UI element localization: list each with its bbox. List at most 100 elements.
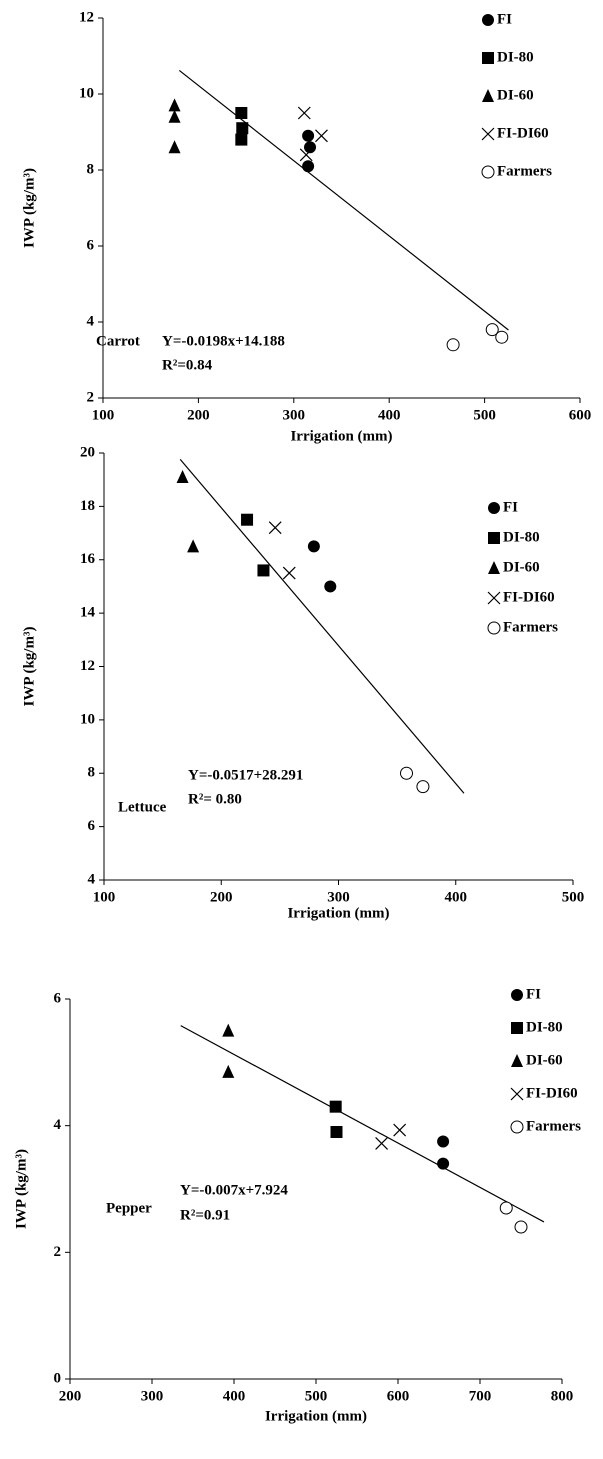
marker-open-circle — [481, 165, 495, 179]
x-tick-label: 400 — [445, 889, 468, 905]
x-tick-label: 100 — [93, 889, 116, 905]
legend-item: FI-DI60 — [481, 125, 549, 141]
marker-circle — [437, 1157, 450, 1170]
marker-square — [488, 532, 500, 544]
y-tick-label: 4 — [87, 313, 95, 329]
marker-circle — [437, 1135, 450, 1148]
legend-item: Farmers — [510, 1118, 581, 1134]
trendline — [180, 1025, 545, 1223]
y-tick-label: 18 — [80, 498, 95, 514]
legend-item: DI-60 — [488, 559, 540, 575]
x-tick-label: 100 — [92, 407, 115, 423]
marker-triangle — [168, 140, 181, 154]
legend-label: FI — [526, 986, 541, 1002]
marker-triangle — [176, 470, 189, 484]
legend-item: DI-80 — [488, 529, 540, 545]
y-tick-label: 10 — [79, 85, 94, 101]
marker-x — [299, 148, 313, 162]
annotation: Y=-0.0198x+14.188 — [162, 333, 285, 349]
x-tick-label: 200 — [210, 889, 233, 905]
x-tick-label: 600 — [387, 1388, 410, 1404]
marker-square — [235, 107, 248, 119]
x-tick-label: 300 — [327, 889, 350, 905]
legend-label: Farmers — [497, 163, 552, 179]
marker-open-circle — [485, 323, 499, 337]
marker-square — [330, 1126, 343, 1138]
legend-label: FI — [503, 499, 518, 515]
y-tick-label: 6 — [54, 990, 62, 1006]
legend-label: FI-DI60 — [526, 1085, 578, 1101]
marker-circle — [488, 502, 500, 514]
annotation: R²= 0.80 — [188, 791, 242, 807]
legend-label: DI-60 — [503, 559, 540, 575]
marker-x — [297, 106, 311, 120]
marker-triangle — [168, 98, 181, 112]
annotation: Lettuce — [118, 799, 167, 815]
y-tick-label: 16 — [80, 551, 96, 567]
y-tick-label: 6 — [87, 237, 95, 253]
y-axis-label: IWP (kg/m³) — [21, 627, 37, 707]
x-tick-label: 600 — [569, 407, 592, 423]
y-tick-label: 10 — [80, 711, 95, 727]
annotation: Y=-0.007x+7.924 — [180, 1182, 288, 1198]
marker-open-circle — [495, 330, 509, 344]
x-tick-label: 500 — [473, 407, 496, 423]
x-tick-label: 800 — [551, 1388, 574, 1404]
legend-item: FI — [511, 986, 541, 1002]
x-axis-label: Irrigation (mm) — [265, 1408, 367, 1424]
marker-triangle — [187, 539, 200, 553]
marker-circle — [482, 14, 494, 26]
annotation: Y=-0.0517+28.291 — [188, 767, 303, 783]
marker-x — [315, 129, 328, 143]
marker-open-circle — [510, 1120, 524, 1134]
marker-circle — [307, 540, 320, 553]
legend-item: DI-60 — [482, 87, 534, 103]
marker-square — [482, 52, 494, 64]
legend-label: Farmers — [503, 619, 558, 635]
marker-square — [257, 564, 270, 577]
legend-item: DI-80 — [511, 1019, 563, 1035]
y-tick-label: 14 — [80, 605, 96, 621]
marker-triangle — [482, 89, 494, 102]
x-tick-label: 400 — [378, 407, 401, 423]
legend-label: Farmers — [526, 1118, 581, 1134]
marker-open-circle — [499, 1201, 513, 1215]
x-tick-label: 700 — [469, 1388, 492, 1404]
marker-circle — [304, 141, 317, 154]
annotation: Carrot — [96, 333, 140, 349]
marker-triangle — [511, 1054, 523, 1067]
trendline — [179, 459, 465, 794]
legend-label: DI-80 — [526, 1019, 563, 1035]
x-tick-label: 200 — [187, 407, 210, 423]
y-tick-label: 4 — [88, 871, 96, 887]
x-axis-label: Irrigation (mm) — [290, 428, 392, 444]
marker-square — [241, 513, 254, 526]
marker-x — [268, 521, 282, 535]
marker-x — [282, 566, 296, 580]
marker-x — [393, 1123, 407, 1137]
marker-square — [511, 1022, 523, 1034]
x-tick-label: 500 — [562, 889, 585, 905]
y-tick-label: 6 — [88, 818, 96, 834]
marker-open-circle — [514, 1220, 528, 1234]
y-tick-label: 0 — [54, 1370, 62, 1386]
marker-square — [235, 133, 248, 146]
marker-square — [329, 1100, 342, 1113]
marker-circle — [302, 129, 315, 142]
y-tick-label: 2 — [54, 1244, 62, 1260]
marker-circle — [302, 160, 315, 173]
marker-x — [481, 127, 495, 141]
marker-open-circle — [416, 780, 430, 794]
legend-item: Farmers — [487, 619, 558, 635]
legend-item: FI-DI60 — [510, 1085, 578, 1101]
marker-x — [487, 591, 501, 605]
x-axis-label: Irrigation (mm) — [287, 905, 389, 921]
legend-item: Farmers — [481, 163, 552, 179]
x-tick-label: 300 — [283, 407, 306, 423]
legend-label: FI — [497, 11, 512, 27]
legend-label: DI-60 — [497, 87, 534, 103]
marker-circle — [511, 989, 523, 1001]
annotation: R²=0.91 — [180, 1207, 230, 1223]
legend-item: FI-DI60 — [487, 589, 555, 605]
marker-square — [236, 122, 249, 135]
